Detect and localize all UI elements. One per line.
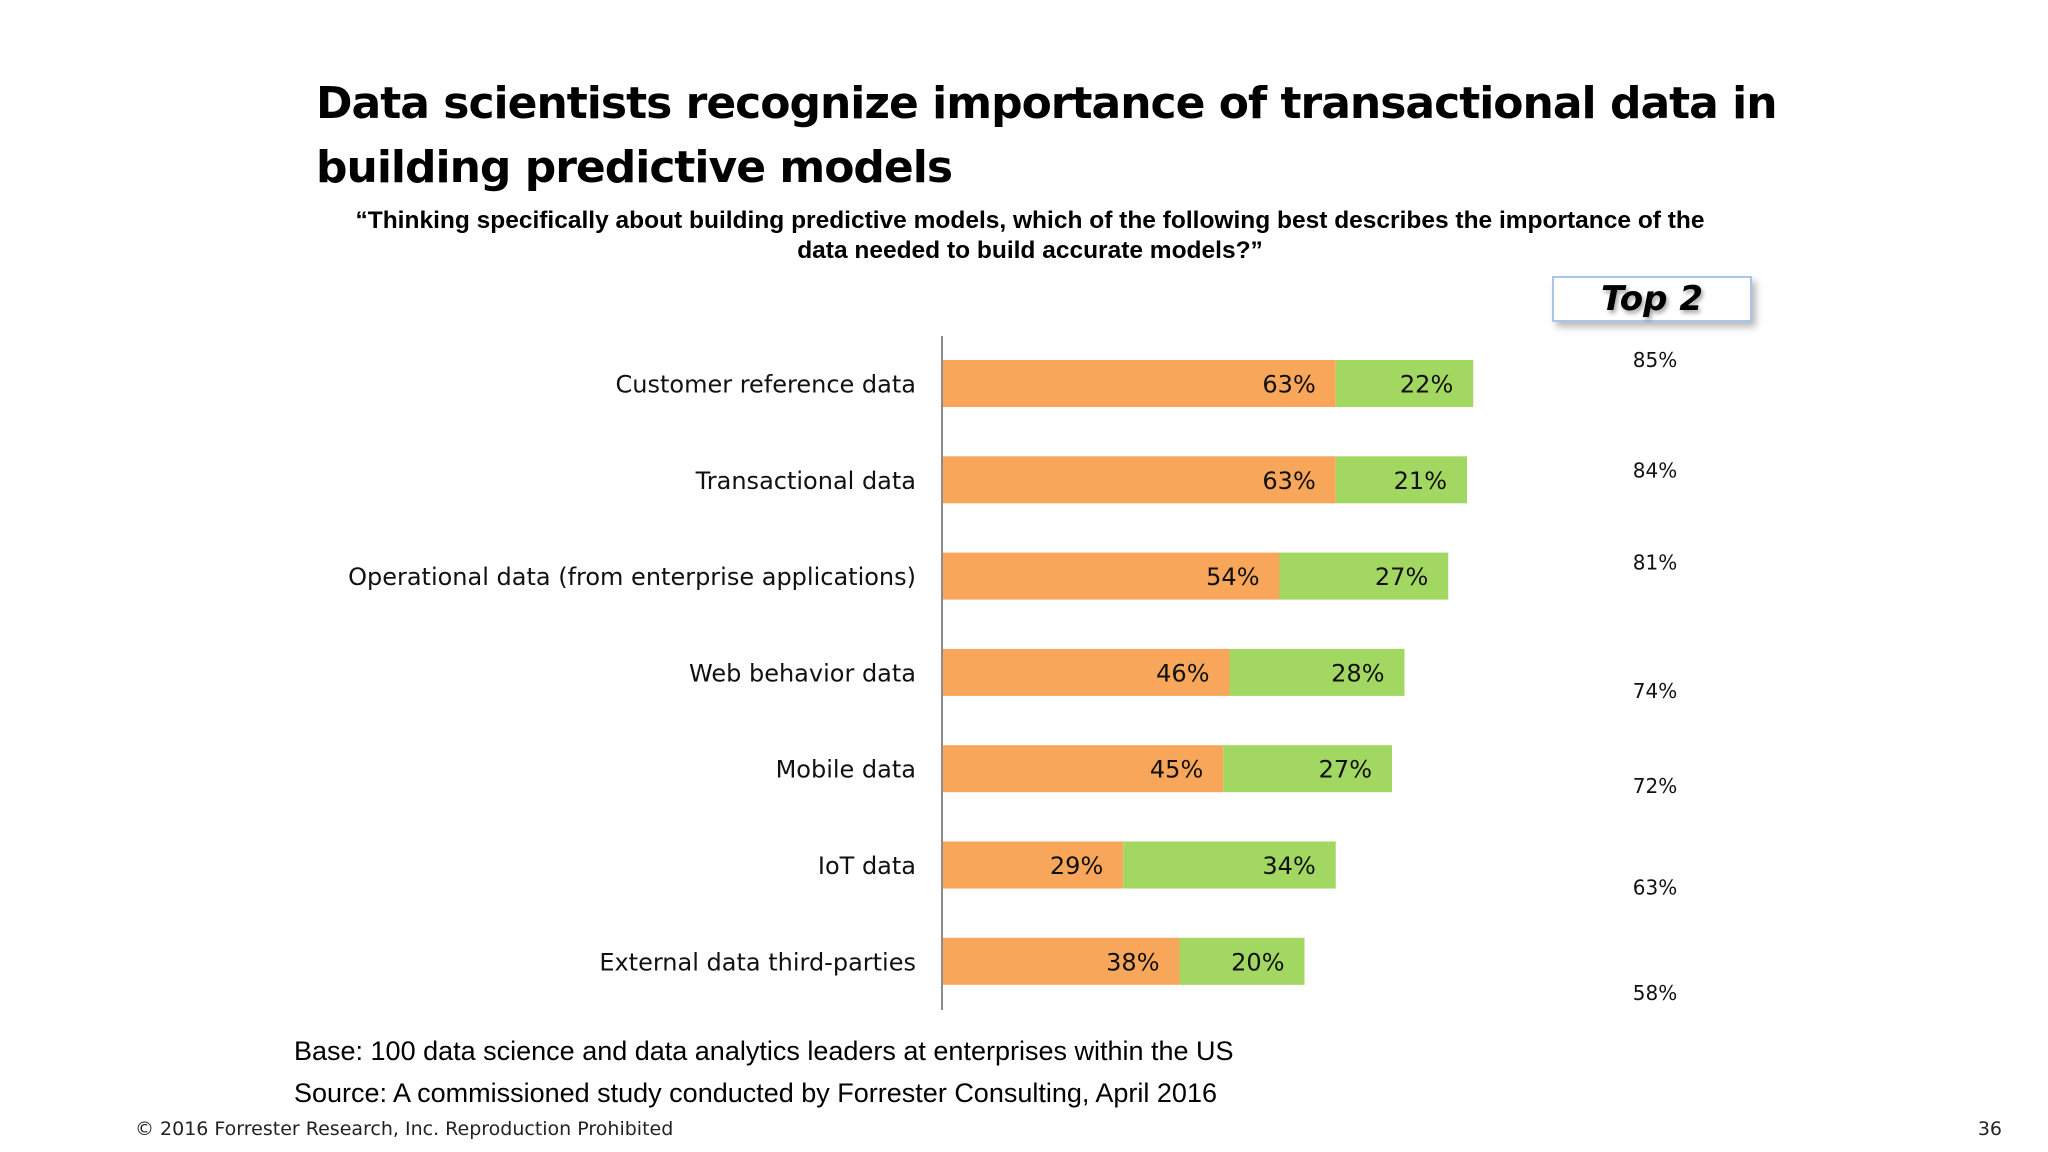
slide-title: Data scientists recognize importance of … [316,78,1778,193]
top2-value: 63% [1633,876,1677,900]
top2-value: 58% [1633,981,1677,1005]
category-label: Mobile data [776,756,916,784]
category-label: IoT data [818,852,916,880]
data-label: 27% [1319,756,1372,784]
data-label: 29% [1050,852,1103,880]
bar-segment-1 [942,937,1180,985]
data-label: 63% [1262,371,1315,399]
category-label: Transactional data [695,467,916,495]
data-label: 22% [1400,371,1453,399]
data-label: 46% [1156,659,1209,687]
data-label: 20% [1231,948,1284,976]
top2-value: 85% [1633,348,1677,372]
category-label: Operational data (from enterprise applic… [348,563,916,591]
data-label: 21% [1394,467,1447,495]
base-note: Base: 100 data science and data analytic… [294,1036,1234,1066]
source-note: Source: A commissioned study conducted b… [294,1078,1217,1108]
bar-segment-1 [942,552,1280,600]
top2-header-label: Top 2 [1601,279,1703,319]
bar-segment-1 [942,745,1224,793]
data-label: 63% [1262,467,1315,495]
data-label: 28% [1331,659,1384,687]
bar-segment-1 [942,456,1336,504]
data-label: 38% [1106,948,1159,976]
top2-header-box: Top 2 [1552,276,1752,322]
source-notes: Base: 100 data science and data analytic… [294,1030,1234,1114]
bar-segment-2 [1179,937,1305,985]
bar-segment-2 [1229,648,1405,696]
bar-segment-1 [942,360,1336,407]
top2-value: 72% [1633,774,1677,798]
bar-segment-2 [1335,360,1474,407]
survey-question: “Thinking specifically about building pr… [355,207,1705,264]
bar-segment-1 [942,648,1230,696]
data-label: 27% [1375,563,1428,591]
bar-segment-1 [942,841,1124,889]
bar-segment-2 [1223,745,1392,793]
data-label: 45% [1150,756,1203,784]
page-number: 36 [1977,1118,2002,1140]
bar-segment-2 [1123,841,1336,889]
data-label: 54% [1206,563,1259,591]
top2-value: 81% [1633,551,1677,575]
category-label: Web behavior data [689,659,916,687]
copyright-footer: © 2016 Forrester Research, Inc. Reproduc… [135,1118,674,1140]
category-label: Customer reference data [616,371,917,399]
bar-segment-2 [1335,456,1467,504]
category-label: External data third-parties [599,948,916,976]
top2-value: 84% [1633,458,1677,482]
bar-segment-2 [1279,552,1449,600]
data-label: 34% [1262,852,1315,880]
top2-value: 74% [1633,679,1677,703]
